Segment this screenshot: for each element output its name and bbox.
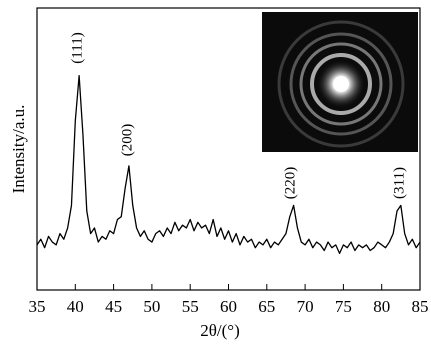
peak-label: (111): [69, 32, 85, 63]
x-tick-label: 55: [182, 297, 199, 316]
x-tick-label: 40: [67, 297, 84, 316]
x-tick-label: 45: [105, 297, 122, 316]
peak-label: (220): [282, 167, 298, 200]
y-axis-label: Intensity/a.u.: [9, 105, 28, 194]
x-tick-label: 65: [258, 297, 275, 316]
inset-image: [262, 12, 418, 152]
x-tick-label: 50: [143, 297, 160, 316]
peak-label: (311): [391, 167, 407, 199]
x-tick-label: 85: [412, 297, 429, 316]
chart: 2θ/(°) Intensity/a.u. 35 40 45 50 55 60 65 70 75…: [0, 0, 431, 356]
x-tick-label: 60: [220, 297, 237, 316]
x-axis-label: 2θ/(°): [200, 321, 240, 340]
x-tick-label: 35: [29, 297, 46, 316]
peak-label: (200): [119, 124, 135, 157]
x-tick-label: 70: [297, 297, 314, 316]
x-tick-label: 75: [335, 297, 352, 316]
x-tick-label: 80: [373, 297, 390, 316]
